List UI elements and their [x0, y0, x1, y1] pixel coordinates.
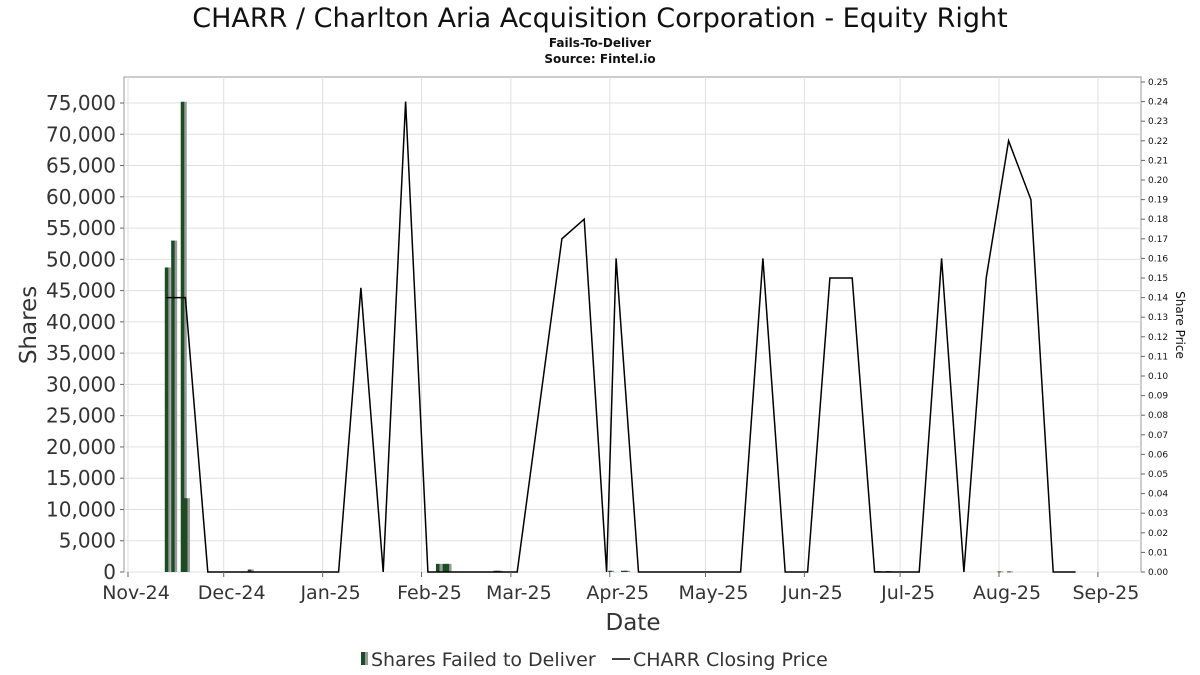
- ftd-bar: [164, 267, 169, 572]
- y-axis-title: Shares: [16, 286, 42, 364]
- y2-tick-label: 0.09: [1148, 392, 1168, 402]
- y2-tick-label: 0.18: [1148, 215, 1168, 225]
- y2-tick-label: 0.13: [1148, 313, 1168, 323]
- y-tick-label: 5,000: [59, 529, 116, 553]
- y-tick-label: 40,000: [46, 310, 116, 334]
- y2-axis-title: Share Price: [1173, 291, 1187, 359]
- ftd-bar-shadow: [174, 240, 178, 572]
- y-tick-label: 0: [103, 560, 116, 584]
- y-tick-label: 10,000: [46, 497, 116, 521]
- y2-tick-label: 0.03: [1148, 509, 1168, 519]
- ftd-bar: [624, 570, 628, 572]
- y-tick-label: 35,000: [46, 341, 116, 365]
- ftd-bar-shadow: [611, 570, 615, 572]
- y-tick-label: 45,000: [46, 279, 116, 303]
- y2-axis: 0.00 0.01 0.02 0.03 0.04 0.05 0.06 0.07 0.08 0.09…: [1141, 78, 1168, 578]
- y2-tick-label: 0.23: [1148, 117, 1168, 127]
- chart-subtitle: Fails-To-Deliver: [549, 36, 651, 50]
- y2-tick-label: 0.05: [1148, 470, 1168, 480]
- ftd-bar: [183, 498, 188, 572]
- y2-tick-label: 0.01: [1148, 548, 1168, 558]
- y-tick-label: 15,000: [46, 466, 116, 490]
- x-tick-label: Jun-25: [781, 582, 843, 604]
- x-axis: Nov-24 Dec-24 Jan-25 Feb-25 Mar-25 Apr-25 May-…: [102, 572, 1139, 604]
- y2-tick-label: 0.02: [1148, 529, 1168, 539]
- y-tick-label: 30,000: [46, 372, 116, 396]
- y2-tick-label: 0.06: [1148, 450, 1168, 460]
- y2-tick-label: 0.11: [1148, 352, 1168, 362]
- y-tick-label: 60,000: [46, 185, 116, 209]
- x-axis-title: Date: [606, 610, 661, 636]
- x-tick-label: Jul-25: [880, 582, 935, 604]
- x-tick-label: May-25: [678, 582, 748, 604]
- y2-tick-label: 0.17: [1148, 235, 1168, 245]
- legend-label-ftd: Shares Failed to Deliver: [371, 649, 596, 671]
- x-tick-label: Dec-24: [198, 582, 266, 604]
- ftd-bar: [180, 101, 185, 573]
- y-axis: 0 5,000 10,000 15,000 20,000 25,000 30,000 35,0…: [46, 91, 124, 584]
- y2-tick-label: 0.07: [1148, 431, 1168, 441]
- y2-tick-label: 0.04: [1148, 490, 1168, 500]
- y2-tick-label: 0.19: [1148, 196, 1168, 206]
- ftd-bar-shadow: [250, 569, 254, 572]
- chart-source: Source: Fintel.io: [544, 52, 655, 66]
- y-tick-label: 20,000: [46, 435, 116, 459]
- y2-tick-label: 0.20: [1148, 176, 1168, 186]
- y2-tick-label: 0.21: [1148, 156, 1168, 166]
- ftd-bar: [171, 240, 175, 572]
- x-tick-label: Nov-24: [102, 582, 170, 604]
- x-tick-label: Jan-25: [299, 582, 360, 604]
- ftd-bar: [435, 563, 440, 572]
- ftd-bar-shadow: [1010, 571, 1014, 573]
- y-tick-label: 75,000: [46, 91, 116, 115]
- y2-tick-label: 0.12: [1148, 333, 1168, 343]
- y-tick-label: 70,000: [46, 122, 116, 146]
- y-tick-label: 50,000: [46, 247, 116, 271]
- ftd-bar-shadow: [183, 101, 187, 573]
- legend-bar-swatch-shadow: [365, 652, 368, 665]
- ftd-bar-shadow: [186, 498, 190, 572]
- x-tick-label: Mar-25: [486, 582, 552, 604]
- y-tick-label: 65,000: [46, 154, 116, 178]
- grid-lines: [124, 77, 1141, 573]
- ftd-bar: [997, 571, 1001, 573]
- price-line-group: [166, 101, 1076, 573]
- legend-bar-swatch: [361, 652, 365, 665]
- x-tick-label: Apr-25: [586, 582, 649, 604]
- ftd-bar: [445, 563, 450, 572]
- chart-title: CHARR / Charlton Aria Acquisition Corpor…: [192, 3, 1007, 34]
- y2-tick-label: 0.00: [1148, 568, 1168, 578]
- x-tick-label: Aug-25: [973, 582, 1041, 604]
- y2-tick-label: 0.25: [1148, 78, 1168, 88]
- legend: Shares Failed to Deliver CHARR Closing P…: [361, 649, 828, 671]
- y2-tick-label: 0.15: [1148, 274, 1168, 284]
- y2-tick-label: 0.08: [1148, 411, 1168, 421]
- price-line: [166, 101, 1076, 573]
- ftd-bar-shadow: [627, 570, 631, 572]
- ftd-bar: [1007, 571, 1011, 573]
- ftd-bar-shadow: [438, 563, 442, 572]
- ftd-bar: [442, 563, 446, 572]
- x-tick-label: Feb-25: [397, 582, 462, 604]
- y-tick-label: 55,000: [46, 216, 116, 240]
- legend-label-price: CHARR Closing Price: [633, 649, 828, 671]
- y2-tick-label: 0.16: [1148, 254, 1168, 264]
- ftd-bar: [247, 569, 252, 572]
- y2-tick-label: 0.22: [1148, 137, 1168, 147]
- ftd-bar: [608, 570, 612, 572]
- ftd-bar-shadow: [1000, 571, 1004, 573]
- ftd-bar-shadow: [448, 563, 452, 572]
- x-tick-label: Sep-25: [1072, 582, 1139, 604]
- y2-tick-label: 0.14: [1148, 294, 1168, 304]
- y2-tick-label: 0.10: [1148, 372, 1168, 382]
- y2-tick-label: 0.24: [1148, 98, 1168, 108]
- y-tick-label: 25,000: [46, 404, 116, 428]
- ftd-bar-shadow: [167, 267, 171, 572]
- ftd-bar: [621, 570, 625, 572]
